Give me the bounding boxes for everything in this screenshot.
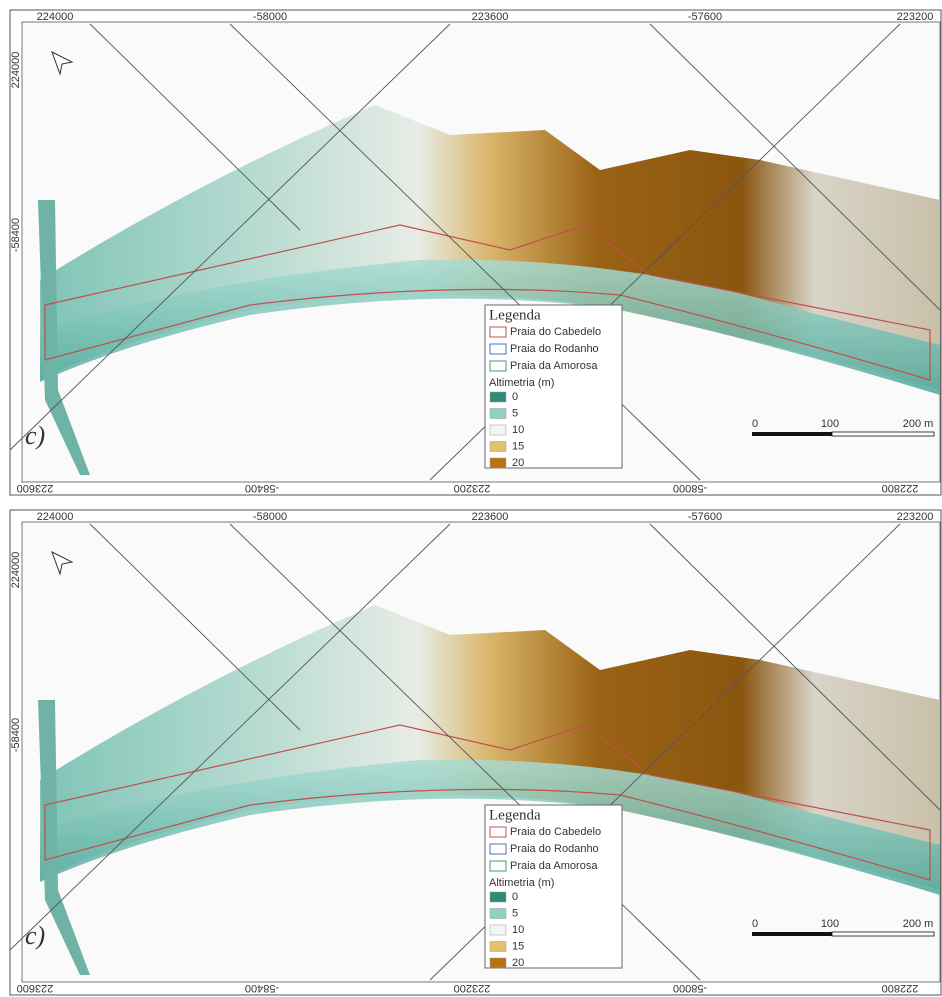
top-coordinate: -57600 xyxy=(688,11,722,23)
scale-bar-white xyxy=(832,432,934,436)
left-coordinate: 224000 xyxy=(10,52,22,89)
top-coordinate: -58000 xyxy=(253,11,287,23)
scale-bar-label: 200 m xyxy=(903,418,934,430)
top-coordinate: 223600 xyxy=(472,511,509,523)
legend-area-swatch xyxy=(490,344,506,354)
legend-class-label: 5 xyxy=(512,407,518,419)
legend-class-label: 0 xyxy=(512,891,518,903)
bottom-coordinate: -58400 xyxy=(245,982,279,994)
legend-class-swatch xyxy=(490,892,506,902)
legend-title: Legenda xyxy=(489,807,541,823)
scale-bar-white xyxy=(832,932,934,936)
legend-title: Legenda xyxy=(489,307,541,323)
legend-class-label: 10 xyxy=(512,424,524,436)
legend-class-label: 10 xyxy=(512,924,524,936)
bottom-coordinate: -58400 xyxy=(245,482,279,494)
legend-area-label: Praia do Rodanho xyxy=(510,843,599,855)
bottom-coordinate: 222800 xyxy=(882,482,919,494)
bottom-coordinate: -58000 xyxy=(673,982,707,994)
top-coordinate: -58000 xyxy=(253,511,287,523)
legend-area-label: Praia do Rodanho xyxy=(510,343,599,355)
legend-altimetry-title: Altimetria (m) xyxy=(489,377,554,389)
legend-class-label: 20 xyxy=(512,457,524,469)
legend-class-swatch xyxy=(490,442,506,452)
top-coordinate: 223200 xyxy=(897,11,934,23)
bottom-coordinate: 223200 xyxy=(454,482,491,494)
bottom-coordinate: 222800 xyxy=(882,982,919,994)
bottom-coordinate: 223600 xyxy=(17,982,54,994)
scale-bar-black xyxy=(752,932,832,936)
top-coordinate: 224000 xyxy=(37,11,74,23)
legend-area-swatch xyxy=(490,861,506,871)
legend-class-label: 15 xyxy=(512,940,524,952)
legend-class-swatch xyxy=(490,409,506,419)
legend-area-swatch xyxy=(490,844,506,854)
left-coordinate: -58400 xyxy=(10,218,22,252)
legend-class-swatch xyxy=(490,458,506,468)
scale-bar-label: 100 xyxy=(821,418,839,430)
bottom-coordinate: 223200 xyxy=(454,982,491,994)
legend-class-swatch xyxy=(490,392,506,402)
legend-area-label: Praia da Amorosa xyxy=(510,360,598,372)
scale-bar-label: 0 xyxy=(752,918,758,930)
legend-class-label: 5 xyxy=(512,907,518,919)
scale-bar-label: 200 m xyxy=(903,918,934,930)
scale-bar-label: 100 xyxy=(821,918,839,930)
top-coordinate: 223200 xyxy=(897,511,934,523)
map-figure: 224000 -58000 223600 -57600 223200 224000 -584… xyxy=(0,0,942,997)
left-coordinate: -58400 xyxy=(10,718,22,752)
left-coordinate: 224000 xyxy=(10,552,22,589)
bottom-coordinate: 223600 xyxy=(17,482,54,494)
bottom-coordinate: -58000 xyxy=(673,482,707,494)
legend-class-label: 15 xyxy=(512,440,524,452)
legend-class-swatch xyxy=(490,909,506,919)
legend-altimetry-title: Altimetria (m) xyxy=(489,877,554,889)
legend-class-label: 0 xyxy=(512,391,518,403)
legend-area-label: Praia do Cabedelo xyxy=(510,826,601,838)
top-coordinate: 224000 xyxy=(37,511,74,523)
map-panel: 224000 -58000 223600 -57600 223200 224000 -584… xyxy=(10,10,941,495)
legend-class-swatch xyxy=(490,925,506,935)
top-coordinate: -57600 xyxy=(688,511,722,523)
map-panel: 224000 -58000 223600 -57600 223200 224000 -584… xyxy=(10,510,941,995)
legend-area-swatch xyxy=(490,827,506,837)
top-coordinate: 223600 xyxy=(472,11,509,23)
legend-class-swatch xyxy=(490,942,506,952)
panel-label: c) xyxy=(25,921,45,950)
legend-area-swatch xyxy=(490,327,506,337)
legend-class-label: 20 xyxy=(512,957,524,969)
legend-class-swatch xyxy=(490,958,506,968)
legend-area-label: Praia da Amorosa xyxy=(510,860,598,872)
scale-bar-black xyxy=(752,432,832,436)
legend-class-swatch xyxy=(490,425,506,435)
legend-area-swatch xyxy=(490,361,506,371)
legend-area-label: Praia do Cabedelo xyxy=(510,326,601,338)
panel-label: c) xyxy=(25,421,45,450)
scale-bar-label: 0 xyxy=(752,418,758,430)
